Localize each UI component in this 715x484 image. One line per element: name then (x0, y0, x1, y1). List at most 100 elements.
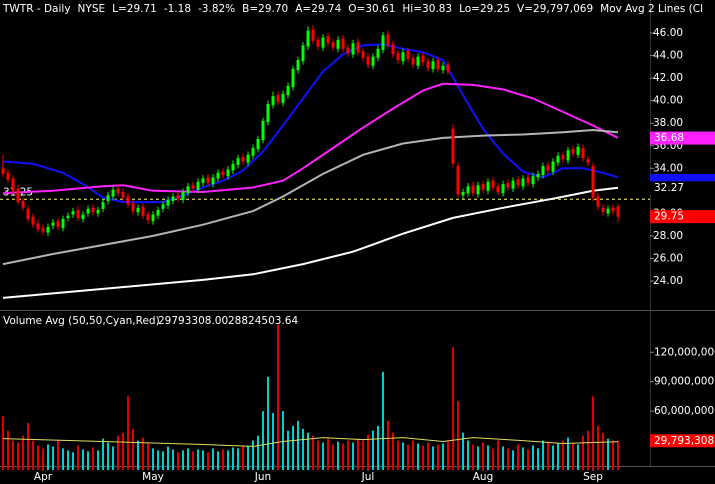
candle-body (381, 35, 385, 50)
candle-body (86, 208, 90, 214)
candle-body (36, 223, 40, 230)
candle-body (176, 195, 180, 199)
volume-tick-label: 60,000,000 (654, 405, 714, 417)
y-tick-label: 26.00 (653, 252, 683, 264)
volume-bar (192, 451, 194, 470)
candle-body (96, 210, 100, 214)
candle-body (281, 93, 285, 103)
candle-body (496, 186, 500, 192)
volume-bar (272, 413, 274, 470)
price-label: 32.27 (654, 182, 684, 194)
volume-bar (217, 451, 219, 470)
x-tick-label: May (142, 471, 164, 483)
candle-body (606, 208, 610, 214)
volume-bar (87, 451, 89, 470)
volume-bar (477, 446, 479, 470)
volume-bar (572, 442, 574, 470)
volume-bar (402, 442, 404, 470)
volume-bar (617, 440, 619, 470)
candle-body (236, 158, 240, 165)
volume-bar (342, 443, 344, 470)
header-item: TWTR - Daily (2, 3, 71, 15)
volume-bar (612, 440, 614, 470)
volume-bar (452, 347, 454, 470)
candle-body (51, 222, 55, 226)
volume-bar (122, 432, 124, 470)
volume-bar (507, 448, 509, 470)
volume-bar (282, 411, 284, 470)
candle-body (396, 53, 400, 61)
volume-bar (7, 430, 9, 470)
volume-bar (162, 451, 164, 470)
volume-bar (57, 440, 59, 470)
candle-body (536, 173, 540, 178)
y-tick-label: 46.00 (653, 27, 683, 39)
candle-body (161, 204, 165, 209)
candle-body (201, 178, 205, 183)
volume-bar (557, 443, 559, 470)
volume-label: 29,793,308 (654, 435, 714, 447)
candle-body (326, 36, 330, 44)
candle-body (566, 150, 570, 161)
candle-body (41, 228, 45, 232)
volume-bar (472, 444, 474, 470)
candle-body (456, 166, 460, 195)
y-tick-label: 38.00 (653, 117, 683, 129)
volume-bar (242, 445, 244, 470)
candle-body (461, 191, 465, 196)
moving-average (2, 43, 619, 204)
candle-body (576, 146, 580, 155)
volume-bar (352, 442, 354, 470)
candle-body (291, 69, 295, 88)
candle-body (311, 29, 315, 41)
volume-bar (302, 428, 304, 470)
candle-body (186, 186, 190, 194)
moving-average (2, 82, 619, 195)
volume-bar (147, 442, 149, 470)
candle-body (441, 65, 445, 71)
candle-body (146, 214, 150, 221)
candle-body (446, 64, 450, 72)
volume-bar (222, 449, 224, 470)
volume-bar (417, 443, 419, 470)
candle-body (526, 177, 530, 183)
candle-body (76, 210, 80, 218)
candle-body (416, 56, 420, 66)
header-item: V=29,797,069 (517, 3, 593, 15)
candle-body (226, 169, 230, 177)
candle-body (231, 163, 235, 171)
volume-bar (287, 430, 289, 470)
volume-bar (567, 437, 569, 470)
volume-bar (327, 438, 329, 470)
volume-bar (27, 422, 29, 470)
volume-bar (307, 432, 309, 470)
volume-bar (37, 445, 39, 470)
volume-bar (197, 449, 199, 470)
volume-bar (527, 449, 529, 470)
header-item: Lo=29.25 (459, 3, 510, 15)
candle-body (331, 42, 335, 48)
volume-bar (117, 435, 119, 470)
volume-bar (22, 435, 24, 470)
candle-body (411, 57, 415, 65)
x-tick-label: Aug (473, 471, 494, 483)
candle-body (316, 39, 320, 47)
header-item: -1.18 (164, 3, 191, 15)
volume-bar (152, 448, 154, 470)
header-item: L=29.71 (112, 3, 157, 15)
candle-body (561, 154, 565, 160)
candle-body (376, 48, 380, 58)
candle-body (246, 154, 250, 163)
volume-bar (382, 371, 384, 470)
volume-bar (47, 444, 49, 470)
candle-body (46, 226, 50, 233)
y-tick-label: 40.00 (653, 95, 683, 107)
candle-body (266, 104, 270, 123)
volume-bar (482, 442, 484, 470)
volume-bar (102, 438, 104, 470)
candle-body (141, 206, 145, 216)
candle-body (106, 195, 110, 201)
candle-body (256, 138, 260, 150)
volume-bar (32, 440, 34, 470)
volume-bar (127, 396, 129, 470)
